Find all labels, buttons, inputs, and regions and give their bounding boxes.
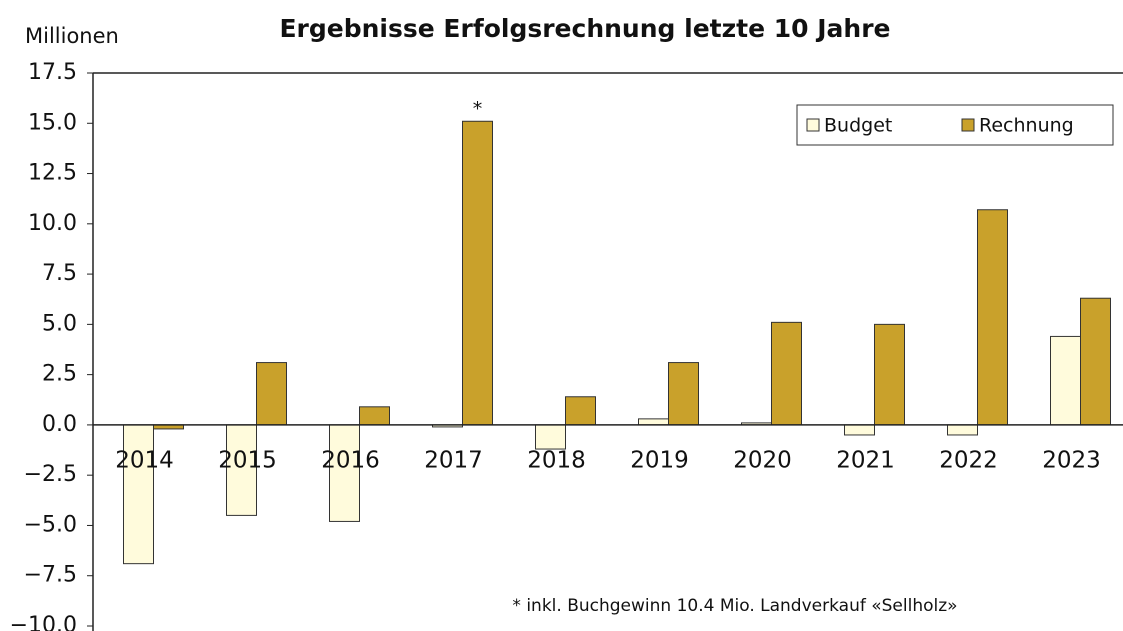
y-tick-label: −10.0 xyxy=(10,613,77,631)
bar xyxy=(565,396,596,426)
footnote: * inkl. Buchgewinn 10.4 Mio. Landverkauf… xyxy=(512,596,957,616)
y-tick-label: 0.0 xyxy=(42,412,77,437)
bar xyxy=(1050,335,1081,426)
bar xyxy=(1080,297,1111,426)
y-tick-label: −7.5 xyxy=(24,563,77,588)
y-axis-label: Millionen xyxy=(25,24,119,48)
legend-swatch xyxy=(961,118,975,132)
annotation: * xyxy=(473,98,483,120)
bar xyxy=(638,418,669,426)
x-tick-label: 2022 xyxy=(939,447,998,473)
bar xyxy=(256,362,287,426)
y-tick-label: 12.5 xyxy=(28,161,77,186)
x-tick-label: 2021 xyxy=(836,447,895,473)
bar xyxy=(359,406,390,426)
bar xyxy=(844,424,875,436)
y-tick-label: 5.0 xyxy=(42,311,77,336)
x-tick-label: 2017 xyxy=(424,447,483,473)
legend-label: Budget xyxy=(824,115,892,137)
y-tick-label: −5.0 xyxy=(24,512,77,537)
y-tick-label: 2.5 xyxy=(42,362,77,387)
y-tick-label: 15.0 xyxy=(28,110,77,135)
bar xyxy=(771,321,802,426)
y-tick-label: 17.5 xyxy=(28,60,77,85)
legend-label: Rechnung xyxy=(979,115,1074,137)
y-tick-label: −2.5 xyxy=(24,462,77,487)
bar xyxy=(535,424,566,450)
bar xyxy=(123,424,154,565)
bar xyxy=(977,209,1008,426)
x-tick-label: 2015 xyxy=(218,447,277,473)
bar xyxy=(668,362,699,426)
y-tick-label: 7.5 xyxy=(42,261,77,286)
x-tick-label: 2016 xyxy=(321,447,380,473)
bar xyxy=(329,424,360,522)
bar xyxy=(226,424,257,516)
legend-box xyxy=(796,104,1114,146)
x-tick-label: 2014 xyxy=(115,447,174,473)
legend-swatch xyxy=(806,118,820,132)
x-tick-label: 2020 xyxy=(733,447,792,473)
x-tick-label: 2018 xyxy=(527,447,586,473)
bar xyxy=(462,120,493,426)
x-tick-label: 2019 xyxy=(630,447,689,473)
bar xyxy=(874,323,905,426)
x-tick-label: 2023 xyxy=(1042,447,1101,473)
bar xyxy=(947,424,978,436)
chart-title: Ergebnisse Erfolgsrechnung letzte 10 Jah… xyxy=(279,14,890,43)
y-tick-label: 10.0 xyxy=(28,211,77,236)
